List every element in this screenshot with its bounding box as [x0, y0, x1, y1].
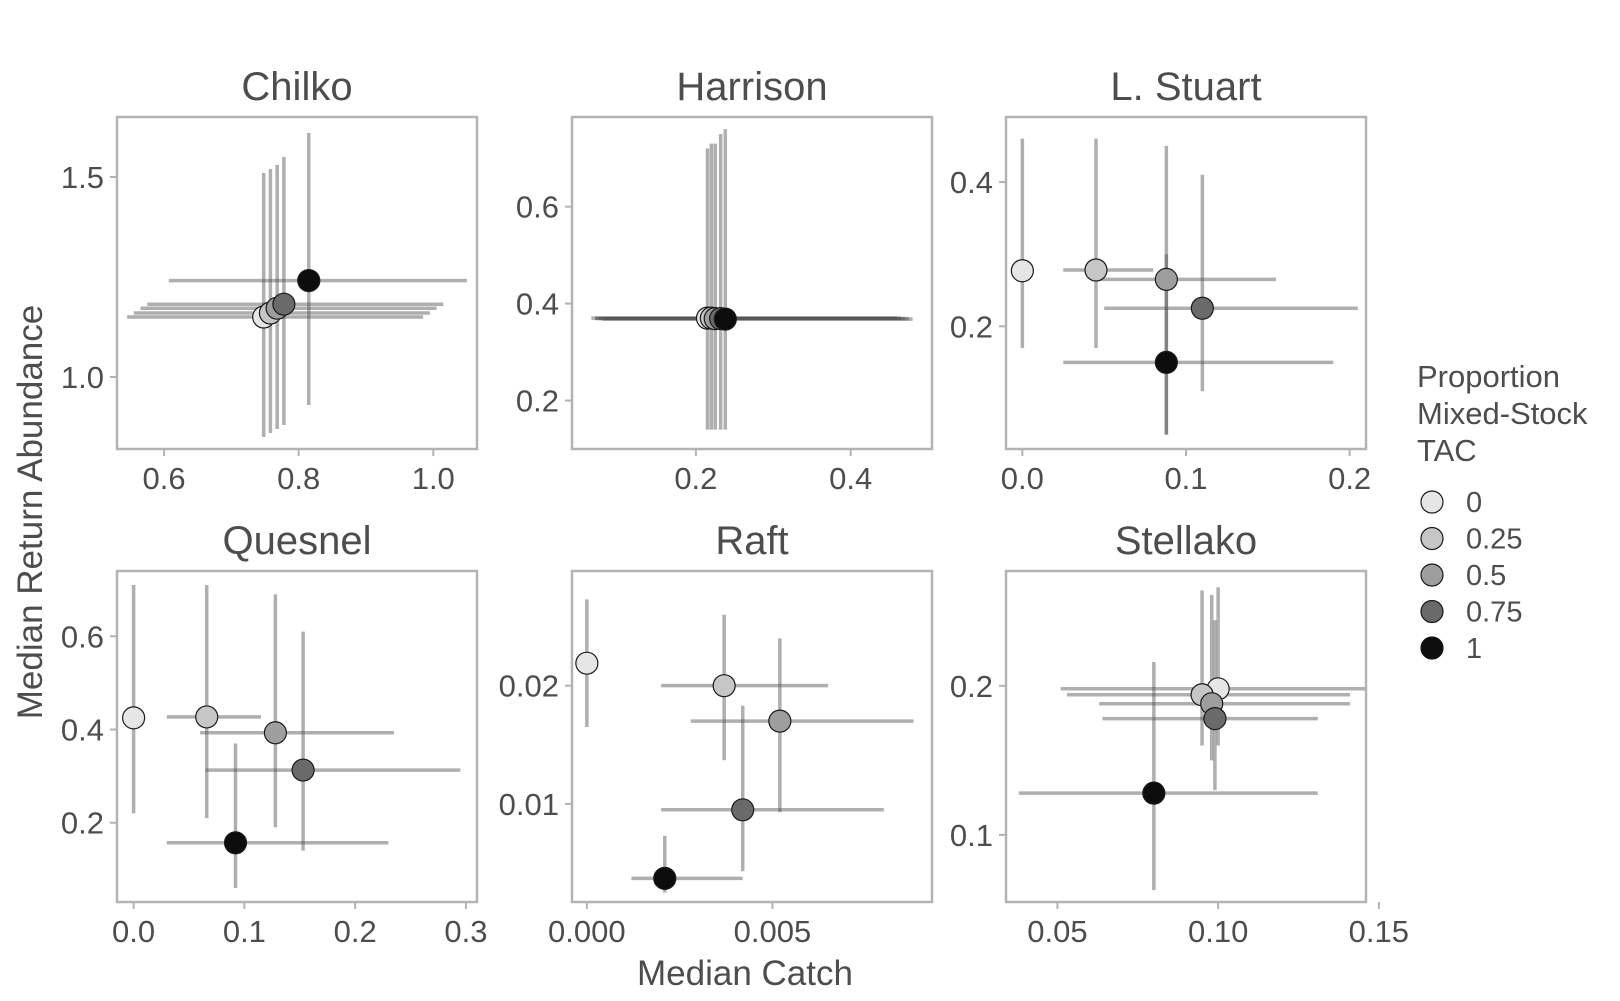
- legend-key: [1420, 526, 1444, 551]
- legend-key: [1420, 636, 1444, 660]
- panel-title: L. Stuart: [1110, 65, 1261, 109]
- y-tick-label: 0.4: [516, 287, 559, 322]
- data-point: [1203, 707, 1227, 731]
- panel-border: [115, 115, 479, 451]
- x-tick-label: 0.2: [334, 914, 377, 949]
- legend-label: 1: [1466, 633, 1482, 665]
- panel-5: Raft 0.000 0.005 0.01 0.02: [499, 519, 934, 949]
- panel-title: Raft: [715, 519, 788, 563]
- data-point: [712, 674, 736, 698]
- panel-2: Harrison 0.2 0.4 0.2 0.4 0.6: [516, 65, 934, 496]
- y-tick-label: 0.01: [499, 787, 559, 822]
- panel-4: Quesnel 0.0 0.1 0.2 0.3 0.2 0.4 0.6: [61, 519, 488, 949]
- x-tick-label: 0.000: [548, 914, 626, 949]
- data-point: [653, 866, 677, 890]
- data-point: [272, 292, 296, 316]
- x-tick-label: 0.2: [1328, 461, 1371, 496]
- x-tick-label: 0.005: [734, 914, 812, 949]
- y-tick-label: 1.0: [61, 360, 104, 395]
- x-tick-label: 0.10: [1188, 914, 1248, 949]
- legend-title-line-1: Proportion: [1417, 359, 1560, 394]
- x-tick-label: 0.2: [674, 461, 717, 496]
- data-point: [122, 706, 146, 730]
- y-tick-label: 0.2: [516, 384, 559, 419]
- panel-border: [1004, 115, 1368, 451]
- y-tick-label: 0.4: [61, 713, 104, 748]
- legend-key: [1420, 599, 1444, 624]
- panels-layer: Chilko 0.6 0.8 1.0 1.0 1.5 Harrison 0.2 0.4 0.2 0.…: [61, 65, 1409, 949]
- y-tick-label: 0.6: [61, 619, 104, 654]
- legend-entries: 0 0.25 0.5 0.75 1: [1420, 487, 1522, 665]
- data-point: [1154, 267, 1178, 291]
- data-point: [1190, 296, 1214, 320]
- y-tick-label: 0.1: [950, 818, 993, 853]
- x-tick-label: 0.1: [1164, 461, 1207, 496]
- data-point: [223, 831, 248, 855]
- data-point: [575, 651, 599, 675]
- data-point: [297, 269, 321, 293]
- legend-key: [1420, 563, 1444, 587]
- x-tick-label: 0.4: [829, 461, 872, 496]
- panel-border: [570, 569, 934, 904]
- legend-label: 0.75: [1466, 597, 1522, 629]
- data-point: [195, 705, 219, 729]
- legend: Proportion Mixed-Stock TAC 0 0.25 0.5 0.75 1: [1417, 359, 1588, 665]
- x-tick-label: 0.0: [1001, 461, 1044, 496]
- legend-label: 0.25: [1466, 524, 1522, 556]
- x-tick-label: 0.0: [112, 914, 155, 949]
- panel-1: Chilko 0.6 0.8 1.0 1.0 1.5: [61, 65, 479, 496]
- data-point: [291, 758, 315, 782]
- x-tick-label: 0.3: [444, 914, 487, 949]
- x-tick-label: 0.1: [223, 914, 266, 949]
- panel-title: Stellako: [1115, 519, 1257, 563]
- legend-key: [1420, 490, 1444, 514]
- y-tick-label: 1.5: [61, 160, 104, 195]
- legend-label: 0.5: [1466, 560, 1506, 592]
- y-tick-label: 0.2: [950, 669, 993, 704]
- x-tick-label: 0.05: [1027, 914, 1087, 949]
- data-point: [731, 798, 755, 822]
- x-axis-title: Median Catch: [637, 954, 853, 993]
- panel-title: Quesnel: [223, 519, 372, 563]
- data-point: [1084, 258, 1108, 282]
- panel-border: [1004, 569, 1368, 904]
- data-point: [263, 721, 287, 745]
- panel-3: L. Stuart 0.0 0.1 0.2 0.2 0.4: [950, 65, 1371, 496]
- panel-6: Stellako 0.05 0.10 0.15 0.1 0.2: [950, 519, 1409, 949]
- x-tick-label: 0.6: [143, 461, 186, 496]
- data-point: [768, 709, 792, 733]
- data-point: [1154, 350, 1178, 374]
- data-point: [713, 307, 737, 331]
- x-tick-label: 0.15: [1349, 914, 1409, 949]
- y-tick-label: 0.4: [950, 165, 993, 200]
- y-axis-title: Median Return Abundance: [11, 305, 50, 719]
- legend-title-line-2: Mixed-Stock: [1417, 396, 1588, 431]
- y-tick-label: 0.02: [499, 669, 559, 704]
- x-tick-label: 1.0: [412, 461, 455, 496]
- panel-title: Harrison: [676, 65, 827, 109]
- data-point: [1010, 259, 1034, 283]
- y-tick-label: 0.2: [61, 806, 104, 841]
- legend-label: 0: [1466, 487, 1482, 519]
- panel-title: Chilko: [241, 65, 352, 109]
- panel-border: [115, 569, 479, 904]
- data-point: [1142, 781, 1166, 805]
- y-tick-label: 0.2: [950, 309, 993, 344]
- legend-title-line-3: TAC: [1417, 433, 1477, 468]
- x-tick-label: 0.8: [277, 461, 320, 496]
- y-tick-label: 0.6: [516, 190, 559, 225]
- panel-border: [570, 115, 934, 451]
